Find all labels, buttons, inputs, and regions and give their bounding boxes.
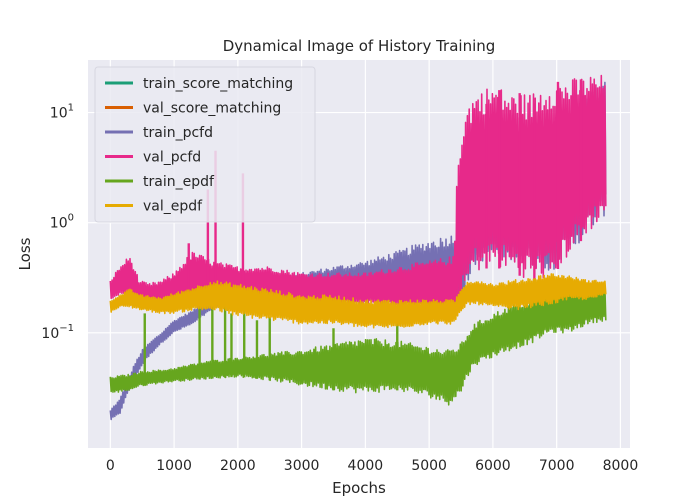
x-tick-label: 8000 bbox=[603, 458, 639, 474]
x-tick-label: 0 bbox=[106, 458, 115, 474]
series-line-train_epdf bbox=[109, 285, 607, 406]
series-line-val_pcfd bbox=[109, 74, 607, 314]
x-tick-label: 4000 bbox=[348, 458, 384, 474]
legend-label: train_epdf bbox=[143, 174, 215, 190]
y-axis-label: Loss bbox=[16, 237, 34, 270]
x-tick-label: 7000 bbox=[539, 458, 575, 474]
y-tick-label: 100 bbox=[50, 213, 74, 232]
x-tick-label: 6000 bbox=[475, 458, 511, 474]
legend-box bbox=[94, 66, 316, 223]
y-tick-label: 10−1 bbox=[41, 323, 74, 342]
x-tick-label: 2000 bbox=[220, 458, 256, 474]
x-tick-label: 1000 bbox=[156, 458, 192, 474]
legend-label: val_epdf bbox=[143, 199, 203, 215]
legend: train_score_matching val_score_matchingtr… bbox=[94, 66, 316, 223]
series-line-val_epdf bbox=[109, 273, 607, 329]
x-axis-label: Epochs bbox=[332, 479, 386, 497]
legend-label: val_pcfd bbox=[143, 150, 201, 166]
x-tick-labels: 0 1000 2000 3000 4000 5000 6000 7000 8000 bbox=[106, 458, 638, 474]
legend-label: val_score_matching bbox=[143, 101, 281, 117]
legend-label: train_pcfd bbox=[143, 125, 213, 141]
chart-title: Dynamical Image of History Training bbox=[223, 37, 496, 55]
x-tick-label: 3000 bbox=[284, 458, 320, 474]
y-tick-labels: 10−1 100 101 bbox=[41, 103, 74, 342]
legend-label: train_score_matching bbox=[143, 76, 293, 92]
y-tick-label: 101 bbox=[50, 103, 74, 122]
x-tick-label: 5000 bbox=[411, 458, 447, 474]
